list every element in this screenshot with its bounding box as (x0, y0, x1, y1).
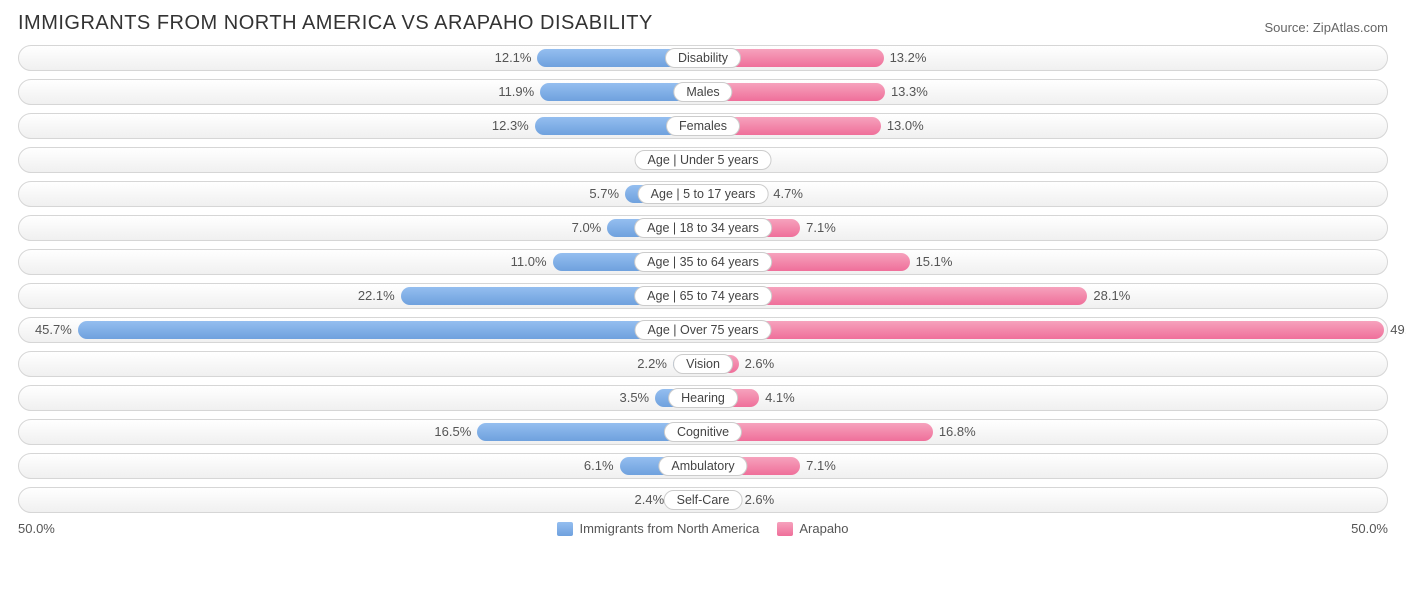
value-label-left: 22.1% (358, 284, 395, 310)
category-label: Age | 35 to 64 years (634, 252, 772, 272)
value-label-right: 7.1% (806, 216, 836, 242)
chart-row: 11.9% 13.3% Males (18, 79, 1388, 105)
value-label-left: 16.5% (434, 420, 471, 446)
chart-row: 1.4%1.3%Age | Under 5 years (18, 147, 1388, 173)
value-label-left: 45.7% (35, 318, 72, 344)
value-label-right: 16.8% (939, 420, 976, 446)
chart-row: 11.0% 15.1% Age | 35 to 64 years (18, 249, 1388, 275)
diverging-bar-chart: 12.1% 13.2% Disability 11.9% 13.3% Males 12.3%… (18, 45, 1388, 513)
value-label-left: 6.1% (584, 454, 614, 480)
chart-row: 45.7%49.8%Age | Over 75 years (18, 317, 1388, 343)
category-label: Cognitive (664, 422, 742, 442)
legend-label-right: Arapaho (799, 521, 848, 536)
category-label: Age | Under 5 years (635, 150, 772, 170)
value-label-right: 7.1% (806, 454, 836, 480)
chart-title: IMMIGRANTS FROM NORTH AMERICA VS ARAPAHO… (18, 12, 653, 35)
axis-left-max: 50.0% (18, 521, 55, 536)
chart-row: 3.5% 4.1% Hearing (18, 385, 1388, 411)
value-label-left: 2.4% (635, 488, 665, 514)
chart-row: 12.3% 13.0% Females (18, 113, 1388, 139)
category-label: Age | 5 to 17 years (638, 184, 769, 204)
category-label: Age | Over 75 years (635, 320, 772, 340)
legend-item-left: Immigrants from North America (557, 521, 759, 536)
value-label-left: 5.7% (589, 182, 619, 208)
chart-row: 12.1% 13.2% Disability (18, 45, 1388, 71)
chart-footer: 50.0% Immigrants from North America Arap… (18, 521, 1388, 536)
value-label-left: 3.5% (619, 386, 649, 412)
category-label: Self-Care (664, 490, 743, 510)
value-label-right: 13.3% (891, 80, 928, 106)
value-label-left: 12.1% (495, 46, 532, 72)
chart-header: IMMIGRANTS FROM NORTH AMERICA VS ARAPAHO… (18, 12, 1388, 35)
chart-row: 2.2% 2.6% Vision (18, 351, 1388, 377)
category-label: Females (666, 116, 740, 136)
category-label: Males (673, 82, 732, 102)
category-label: Hearing (668, 388, 738, 408)
value-label-right: 28.1% (1093, 284, 1130, 310)
value-label-right: 13.2% (890, 46, 927, 72)
value-label-right: 49.8% (1390, 318, 1406, 344)
legend-swatch-left (557, 522, 573, 536)
legend-label-left: Immigrants from North America (579, 521, 759, 536)
bar-right (703, 321, 1384, 339)
legend: Immigrants from North America Arapaho (557, 521, 848, 536)
chart-row: 16.5% 16.8% Cognitive (18, 419, 1388, 445)
chart-row: 2.4% 2.6%Self-Care (18, 487, 1388, 513)
value-label-right: 13.0% (887, 114, 924, 140)
value-label-right: 2.6% (745, 488, 775, 514)
category-label: Age | 65 to 74 years (634, 286, 772, 306)
value-label-left: 7.0% (572, 216, 602, 242)
value-label-right: 4.1% (765, 386, 795, 412)
value-label-right: 2.6% (745, 352, 775, 378)
category-label: Vision (673, 354, 733, 374)
value-label-right: 4.7% (773, 182, 803, 208)
legend-item-right: Arapaho (777, 521, 848, 536)
legend-swatch-right (777, 522, 793, 536)
value-label-left: 12.3% (492, 114, 529, 140)
chart-row: 5.7% 4.7%Age | 5 to 17 years (18, 181, 1388, 207)
chart-row: 6.1% 7.1% Ambulatory (18, 453, 1388, 479)
value-label-right: 15.1% (916, 250, 953, 276)
value-label-left: 11.9% (498, 80, 534, 106)
value-label-left: 2.2% (637, 352, 667, 378)
chart-row: 7.0% 7.1% Age | 18 to 34 years (18, 215, 1388, 241)
category-label: Age | 18 to 34 years (634, 218, 772, 238)
chart-source: Source: ZipAtlas.com (1264, 20, 1388, 35)
axis-right-max: 50.0% (1351, 521, 1388, 536)
bar-left (78, 321, 703, 339)
chart-row: 22.1% 28.1% Age | 65 to 74 years (18, 283, 1388, 309)
category-label: Ambulatory (658, 456, 747, 476)
category-label: Disability (665, 48, 741, 68)
value-label-left: 11.0% (511, 250, 547, 276)
